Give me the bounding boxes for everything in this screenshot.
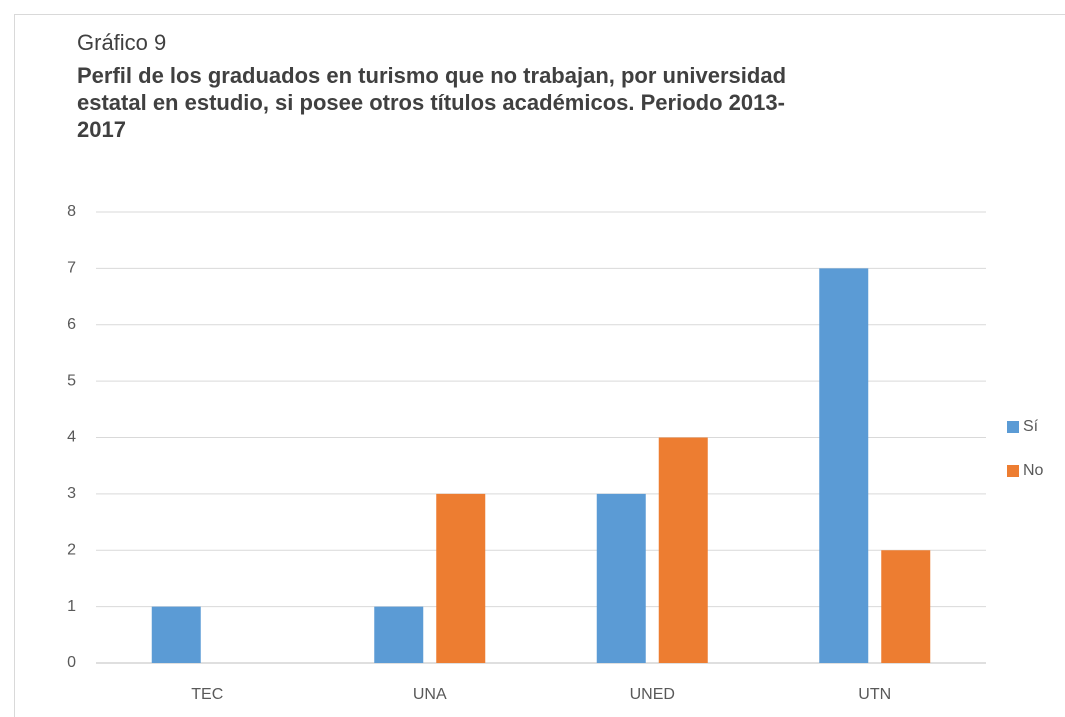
y-tick-label: 4 [67, 429, 76, 446]
bar [436, 493, 486, 663]
bar [819, 268, 869, 663]
y-tick-label: 7 [67, 260, 76, 277]
chart-title: Perfil de los graduados en turismo que n… [77, 63, 787, 142]
y-tick-label: 2 [67, 541, 76, 558]
legend-swatch [1007, 465, 1019, 477]
bar [596, 493, 646, 663]
y-tick-label: 5 [67, 372, 76, 389]
bar [658, 437, 708, 663]
bar [374, 606, 424, 663]
y-tick-label: 6 [67, 316, 76, 333]
x-tick-label: UNED [630, 686, 675, 703]
x-tick-label: TEC [191, 686, 223, 703]
y-tick-label: 3 [67, 485, 76, 502]
bar [881, 550, 931, 663]
y-tick-label: 1 [67, 598, 76, 615]
chart-label: Gráfico 9 [77, 30, 167, 55]
y-tick-label: 8 [67, 203, 76, 220]
chart-frame [14, 14, 1065, 717]
legend-label: Sí [1023, 418, 1039, 435]
x-tick-label: UTN [858, 686, 891, 703]
legend-swatch [1007, 421, 1019, 433]
y-tick-label: 0 [67, 654, 76, 671]
x-tick-label: UNA [413, 686, 447, 703]
legend-label: No [1023, 462, 1044, 479]
bar [151, 606, 201, 663]
